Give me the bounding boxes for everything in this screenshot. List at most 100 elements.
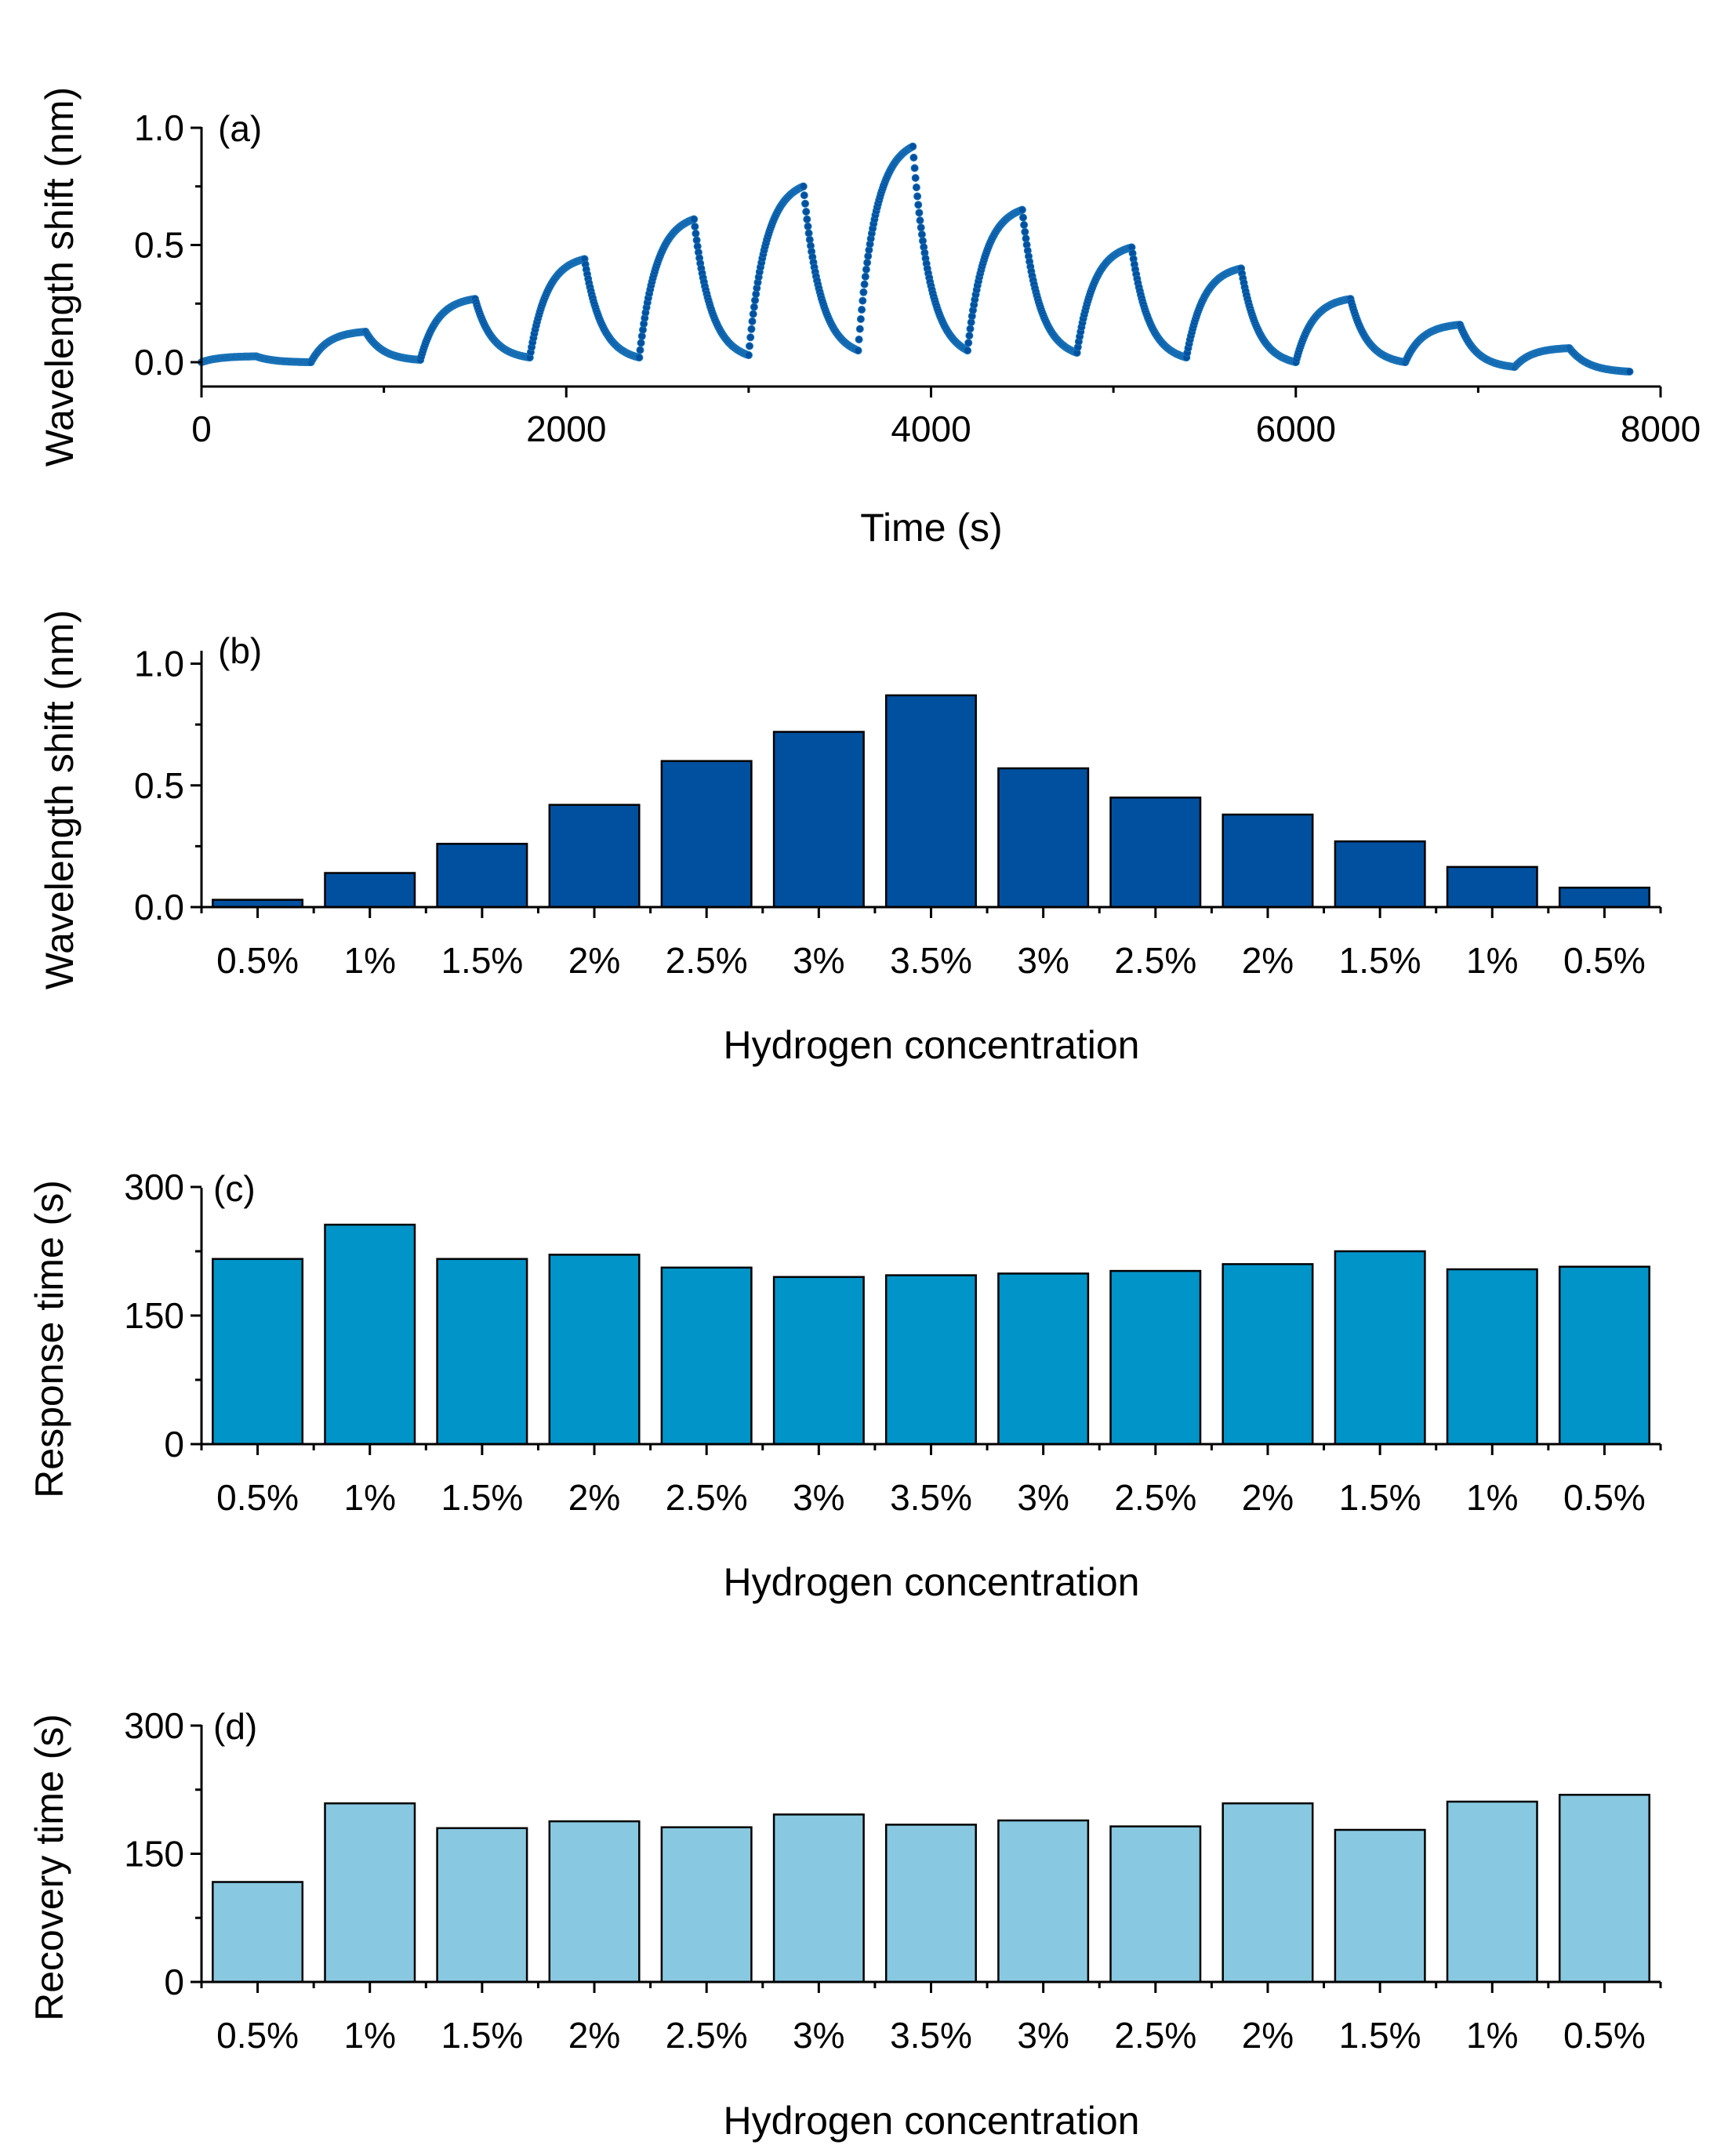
a-data-point [747, 325, 756, 333]
a-x-tick-label: 2000 [526, 408, 606, 449]
c-bar [1446, 1268, 1538, 1446]
b-x-tick-label: 1% [1466, 940, 1518, 981]
c-bar [772, 1276, 865, 1446]
d-bar [1446, 1800, 1538, 1984]
d-y-tick-label: 300 [124, 1705, 184, 1746]
b-bar [772, 731, 865, 909]
b-x-tick-label: 3% [1017, 940, 1069, 981]
a-data-point [965, 332, 974, 340]
b-x-tick-label: 2.5% [666, 940, 748, 981]
c-bar [1222, 1263, 1314, 1446]
d-ticks: 0.5% 1% 1.5% 2% 2.5% 3% 3.5% 3% 2.5% 2% 1.5% 1% 0.5%… [124, 1705, 1662, 2056]
a-data-point [1020, 220, 1029, 229]
c-bar [548, 1254, 641, 1446]
panel-d-recovery-time: 0.5% 1% 1.5% 2% 2.5% 3% 3.5% 3% 2.5% 2% 1.5% 1% 0.5%… [27, 1705, 1662, 2143]
d-x-axis-title: Hydrogen concentration [724, 2099, 1140, 2143]
c-x-tick-label: 1.5% [1339, 1477, 1421, 1518]
b-bar [548, 804, 641, 909]
d-x-tick-label: 0.5% [1563, 2015, 1646, 2056]
a-data-point [910, 164, 919, 172]
c-y-tick-label: 150 [124, 1295, 184, 1336]
c-bar [436, 1258, 528, 1446]
d-bar [324, 1802, 416, 1984]
a-data-point [748, 317, 757, 325]
a-data-point [804, 229, 813, 238]
c-bar [212, 1258, 304, 1446]
b-x-tick-label: 3.5% [890, 940, 972, 981]
a-data-point [692, 229, 700, 238]
d-bar [1109, 1825, 1202, 1984]
b-bar [884, 694, 977, 909]
c-x-tick-label: 2.5% [666, 1477, 748, 1518]
a-data-point [859, 296, 867, 305]
d-bar [1334, 1828, 1426, 1984]
a-data-point [1018, 205, 1026, 214]
a-data-point [855, 336, 863, 343]
panel-b-wavelength-bars: 0.5% 1% 1.5% 2% 2.5% 3% 3.5% 3% 2.5% 2% 1.5% 1% 0.5%… [38, 610, 1662, 1067]
c-x-tick-label: 1% [343, 1477, 395, 1518]
a-data-point [913, 192, 922, 201]
a-data-point [859, 288, 868, 296]
b-bars [212, 694, 1650, 909]
a-data-point [690, 215, 699, 223]
c-bar [1334, 1250, 1426, 1446]
a-data-point [915, 209, 924, 217]
a-panel-label: (a) [218, 108, 262, 149]
b-x-tick-label: 1.5% [441, 940, 523, 981]
c-bar [884, 1274, 977, 1446]
a-data-point [799, 182, 808, 191]
d-x-tick-label: 3% [1017, 2015, 1069, 2056]
a-data-point [637, 339, 645, 347]
a-data-point [1021, 227, 1029, 236]
c-x-tick-label: 1.5% [441, 1477, 523, 1518]
a-data-point [744, 351, 753, 359]
a-data-point [917, 223, 925, 232]
d-bars [212, 1794, 1650, 1984]
a-data-point [691, 223, 699, 230]
d-bar [548, 1820, 641, 1984]
d-x-tick-label: 1% [343, 2015, 395, 2056]
c-x-tick-label: 2% [1242, 1477, 1294, 1518]
a-x-tick-label: 6000 [1256, 408, 1336, 449]
a-data-point [746, 333, 755, 342]
c-x-axis-title: Hydrogen concentration [724, 1560, 1140, 1604]
d-bar [884, 1824, 977, 1984]
b-y-axis-title: Wavelength shift (nm) [38, 610, 82, 989]
b-x-tick-label: 3% [793, 940, 844, 981]
d-y-tick-label: 0 [164, 1962, 184, 2002]
b-bar [660, 760, 753, 909]
a-data-point [964, 339, 973, 347]
a-y-tick-label: 0.5 [134, 225, 184, 266]
c-bar [1558, 1265, 1650, 1446]
d-bar [212, 1881, 304, 1984]
a-data-point [861, 272, 869, 281]
a-data-point [911, 174, 920, 182]
a-y-tick-label: 1.0 [134, 107, 184, 148]
a-x-tick-label: 0 [191, 408, 212, 449]
d-x-tick-label: 2.5% [666, 2015, 748, 2056]
c-bar [997, 1272, 1090, 1446]
b-x-tick-label: 2% [568, 940, 620, 981]
c-bar [660, 1266, 753, 1446]
c-y-axis-title: Response time (s) [27, 1180, 71, 1498]
a-x-tick-label: 8000 [1621, 408, 1701, 449]
d-panel-label: (d) [213, 1706, 257, 1747]
d-x-tick-label: 1.5% [1339, 2015, 1421, 2056]
b-bar [1446, 866, 1538, 909]
b-bar [1334, 840, 1426, 909]
c-x-tick-label: 2.5% [1114, 1477, 1196, 1518]
c-ticks: 0.5% 1% 1.5% 2% 2.5% 3% 3.5% 3% 2.5% 2% 1.5% 1% 0.5%… [124, 1167, 1662, 1518]
b-ticks: 0.5% 1% 1.5% 2% 2.5% 3% 3.5% 3% 2.5% 2% 1.5% 1% 0.5%… [134, 644, 1662, 981]
a-data-point [636, 346, 644, 354]
a-data-point [863, 259, 872, 267]
c-y-tick-label: 0 [164, 1424, 184, 1465]
panel-c-response-time: 0.5% 1% 1.5% 2% 2.5% 3% 3.5% 3% 2.5% 2% 1.5% 1% 0.5%… [27, 1167, 1662, 1604]
a-y-axis-title: Wavelength shift (nm) [38, 87, 82, 466]
b-y-tick-label: 1.0 [134, 644, 184, 684]
a-data-point [860, 280, 869, 289]
c-y-tick-label: 300 [124, 1167, 184, 1207]
c-bars [212, 1223, 1650, 1446]
a-x-axis-title: Time (s) [860, 506, 1002, 550]
